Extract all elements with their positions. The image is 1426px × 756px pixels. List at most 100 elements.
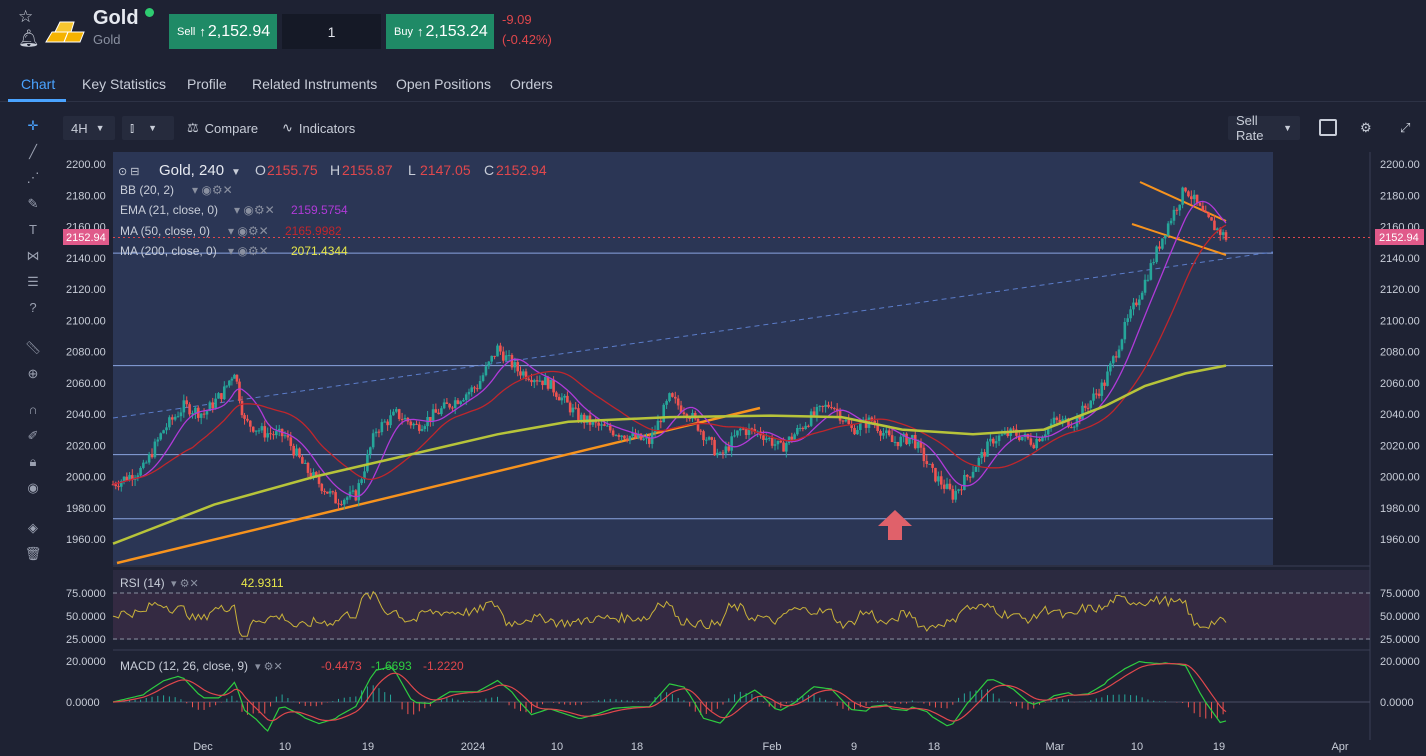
- candle-body: [1129, 309, 1132, 319]
- edit-lock-icon[interactable]: ✐: [27, 428, 39, 443]
- dashed-trendline: [112, 251, 1274, 419]
- bell-icon[interactable]: 🔔︎: [18, 29, 40, 48]
- candle-body: [668, 393, 671, 402]
- candle-body: [606, 425, 609, 427]
- crosshair-icon[interactable]: ✛: [27, 118, 39, 133]
- candle-body: [312, 472, 315, 478]
- fullscreen-icon[interactable]: ⤢: [1400, 120, 1411, 135]
- candle-body: [997, 435, 1001, 442]
- magnet-icon[interactable]: ∩: [28, 402, 38, 417]
- candle-body: [434, 409, 438, 413]
- candle-body: [260, 426, 264, 431]
- candle-body: [176, 416, 180, 418]
- layout-icon[interactable]: [1319, 119, 1337, 136]
- chart-type-select[interactable]: ⫾ ▼: [122, 116, 174, 140]
- candle-body: [521, 371, 525, 376]
- tab-open-positions[interactable]: Open Positions: [396, 76, 491, 92]
- layers-icon[interactable]: ◈: [28, 520, 38, 535]
- trendline-icon[interactable]: ╱: [29, 144, 37, 159]
- price-change: -9.09 (-0.42%): [502, 10, 552, 50]
- change-percent: (-0.42%): [502, 32, 552, 47]
- help-icon[interactable]: ?: [29, 300, 37, 315]
- eye-icon[interactable]: ◉: [27, 480, 39, 495]
- tab-related-instruments[interactable]: Related Instruments: [252, 76, 378, 92]
- text-icon[interactable]: T: [29, 222, 37, 237]
- candle-body: [716, 452, 719, 456]
- candle-body: [679, 405, 683, 413]
- candle-body: [475, 388, 479, 390]
- buy-button[interactable]: Buy ↑ 2,153.24: [386, 14, 494, 49]
- candle-body: [656, 420, 660, 431]
- candle-body: [1195, 194, 1199, 203]
- candle-body: [383, 421, 387, 423]
- candle-body: [1181, 187, 1184, 205]
- candle-body: [809, 411, 813, 426]
- candle-body: [659, 420, 663, 423]
- settings-icon[interactable]: ⚙: [1360, 120, 1372, 135]
- tab-key-statistics[interactable]: Key Statistics: [82, 76, 167, 92]
- pattern-icon[interactable]: ⋈: [26, 248, 40, 263]
- candle-body: [994, 441, 998, 444]
- candle-body: [295, 448, 298, 456]
- tab-chart[interactable]: Chart: [21, 76, 56, 92]
- candle-body: [642, 438, 646, 440]
- indicator-label: MA (50, close, 0): [120, 224, 210, 238]
- active-tab-indicator: [8, 99, 66, 102]
- candle-body: [1100, 382, 1104, 396]
- fib-icon[interactable]: ⋰: [26, 170, 40, 185]
- collapse-icon: ⊙ ⊟: [118, 166, 140, 178]
- quantity-input[interactable]: 1: [282, 14, 381, 49]
- instrument-subtitle: Gold: [93, 32, 121, 47]
- indicator-controls-icon: ▾ ◉⚙✕: [192, 183, 233, 197]
- candle-body: [916, 441, 920, 449]
- candle-body: [354, 490, 358, 501]
- compare-button[interactable]: ⚖ Compare: [187, 116, 258, 140]
- candle-body: [125, 476, 129, 481]
- indicators-button[interactable]: ∿ Indicators: [282, 116, 355, 140]
- candle-body: [377, 431, 381, 433]
- candle-body: [850, 424, 853, 429]
- ohlc-label: L: [408, 162, 416, 178]
- candle-body: [939, 476, 943, 485]
- candle-body: [1152, 262, 1156, 264]
- interval-select[interactable]: 4H ▼: [63, 116, 115, 140]
- candle-body: [527, 378, 531, 380]
- rate-mode-value: Sell Rate: [1236, 113, 1264, 143]
- sell-button[interactable]: Sell ↑ 2,152.94: [169, 14, 277, 49]
- candle-body: [801, 427, 805, 429]
- tab-orders[interactable]: Orders: [510, 76, 553, 92]
- candle-body: [555, 392, 558, 397]
- buy-price: 2,153.24: [425, 22, 488, 40]
- candle-body: [585, 415, 589, 423]
- candle-body: [639, 433, 643, 440]
- tab-profile[interactable]: Profile: [187, 76, 227, 92]
- trash-icon[interactable]: 🗑︎: [24, 546, 42, 561]
- candle-body: [208, 402, 212, 412]
- candle-body: [1072, 426, 1076, 428]
- candle-body: [1114, 356, 1118, 358]
- candle-body: [721, 452, 725, 454]
- zoom-icon[interactable]: ⊕: [27, 366, 39, 381]
- candle-body: [412, 423, 415, 426]
- rate-mode-select[interactable]: Sell Rate ▼: [1228, 113, 1300, 143]
- candle-body: [266, 433, 269, 438]
- candle-body: [977, 457, 981, 468]
- indicators-icon: ∿: [282, 120, 293, 135]
- candle-body: [182, 400, 186, 413]
- x-tick-label: 19: [362, 741, 374, 753]
- change-value: -9.09: [502, 12, 532, 27]
- candle-body: [420, 429, 424, 431]
- candle-body: [1221, 232, 1225, 235]
- star-icon[interactable]: ☆: [18, 7, 34, 26]
- lock-icon[interactable]: 🔒︎: [29, 454, 37, 469]
- candle-body: [991, 438, 995, 444]
- macd-value-1: -0.4473: [321, 659, 362, 673]
- ma50-line: [112, 224, 1227, 485]
- candle-body: [1184, 187, 1187, 192]
- y-tick-label-right: 2200.00: [1380, 159, 1420, 171]
- brush-icon[interactable]: ✎: [27, 196, 39, 211]
- ruler-icon[interactable]: 📏︎: [24, 340, 42, 355]
- candle-body: [309, 472, 313, 478]
- prediction-icon[interactable]: ☰: [27, 274, 39, 289]
